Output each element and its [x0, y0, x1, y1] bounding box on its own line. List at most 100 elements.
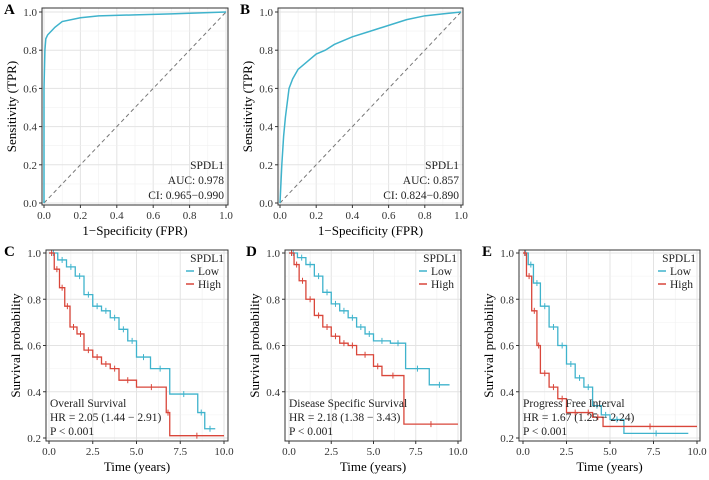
panel-label: A	[4, 2, 15, 18]
x-tick-label: 0.6	[146, 210, 160, 222]
legend-label-high: High	[431, 279, 454, 291]
panel-label: B	[240, 2, 250, 18]
y-tick-label: 0.4	[23, 122, 37, 134]
x-axis-label: Time (years)	[576, 459, 642, 474]
x-tick-label: 0.2	[74, 210, 88, 222]
y-tick-label: 0.4	[266, 387, 280, 399]
roc-curve	[279, 11, 462, 204]
x-tick-label: 7.5	[173, 446, 187, 458]
y-tick-label: 0.6	[27, 341, 41, 353]
plot-border	[45, 249, 229, 442]
x-axis-label: 1−Specificity (FPR)	[82, 223, 187, 238]
x-tick-label: 5.0	[130, 446, 144, 458]
roc-curve	[43, 11, 227, 203]
y-tick-label: 0.8	[23, 45, 37, 57]
y-tick-label: 0.4	[259, 122, 273, 134]
x-tick-label: 7.5	[409, 446, 423, 458]
ci-value: CI: 0.824−0.890	[383, 190, 459, 202]
panel-E: 0.0 2.5 5.0 7.5 10.0 0.2 0.4 0.6 0.8 1.0 Time (yea…	[481, 244, 707, 474]
survival-type: Progress Free Interval	[523, 398, 625, 410]
x-tick-label: 2.5	[324, 446, 338, 458]
survival-type: Disease Specific Survival	[289, 398, 407, 410]
y-axis-label: Survival probability	[247, 293, 262, 398]
survival-type: Overall Survival	[50, 398, 126, 410]
y-tick-label: 0.6	[259, 83, 273, 95]
panel-label: C	[4, 244, 15, 260]
y-tick-label: 0.8	[500, 294, 514, 306]
x-tick-label: 10.0	[214, 446, 234, 458]
panel-A: 0.0 0.2 0.4 0.6 0.8 1.0 0.0 0.2 0.4 0.6 0.8 1.0 1−Sp…	[4, 2, 233, 238]
x-tick-label: 0.0	[273, 210, 287, 222]
y-tick-label: 1.0	[500, 248, 514, 260]
panel-label: E	[482, 244, 492, 260]
hazard-ratio: HR = 2.05 (1.44 − 2.91)	[50, 412, 162, 424]
plot-border	[277, 7, 464, 206]
p-value: P < 0.001	[523, 426, 567, 438]
y-tick-label: 1.0	[27, 248, 41, 260]
y-tick-label: 0.6	[266, 341, 280, 353]
plot-border	[41, 7, 229, 206]
legend-label-low: Low	[198, 266, 220, 278]
x-tick-label: 0.6	[382, 210, 396, 222]
p-value: P < 0.001	[289, 426, 333, 438]
y-tick-label: 0.6	[23, 83, 37, 95]
y-tick-label: 0.2	[259, 160, 273, 172]
x-tick-label: 1.0	[454, 210, 468, 222]
diagonal-reference-line	[279, 11, 462, 204]
legend-label-high: High	[670, 279, 693, 291]
legend-label-low: Low	[431, 266, 453, 278]
x-axis-label: Time (years)	[340, 459, 406, 474]
x-tick-label: 0.0	[516, 446, 530, 458]
panel-C: 0.0 2.5 5.0 7.5 10.0 0.2 0.4 0.6 0.8 1.0 Time (yea…	[4, 244, 234, 474]
hazard-ratio: HR = 1.67 (1.25 − 2.24)	[523, 412, 635, 424]
x-tick-label: 0.0	[42, 446, 56, 458]
x-tick-label: 2.5	[560, 446, 574, 458]
y-tick-label: 0.0	[23, 198, 37, 210]
x-tick-label: 0.8	[418, 210, 432, 222]
panel-D: 0.0 2.5 5.0 7.5 10.0 0.4 0.6 0.8 1.0 Time (years)…	[246, 244, 468, 474]
panel-B: 0.0 0.2 0.4 0.6 0.8 1.0 0.0 0.2 0.4 0.6 0.8 1.0 1−Sp…	[240, 2, 468, 238]
y-tick-label: 1.0	[23, 7, 37, 19]
y-tick-label: 0.0	[259, 198, 273, 210]
km-curve-high	[523, 252, 697, 428]
ci-value: CI: 0.965−0.990	[148, 190, 224, 202]
x-axis-label: 1−Specificity (FPR)	[318, 223, 423, 238]
p-value: P < 0.001	[50, 426, 94, 438]
plot-border	[518, 249, 701, 442]
y-axis-label: Survival probability	[481, 293, 496, 398]
y-axis-label: Sensitivity (TPR)	[4, 61, 19, 152]
x-tick-label: 0.4	[346, 210, 360, 222]
y-tick-label: 0.4	[500, 387, 514, 399]
x-tick-label: 10.0	[687, 446, 707, 458]
y-axis-label: Sensitivity (TPR)	[240, 61, 255, 152]
x-tick-label: 0.8	[183, 210, 197, 222]
legend-label-low: Low	[670, 266, 692, 278]
y-tick-label: 0.2	[27, 433, 41, 445]
marker-name: SPDL1	[425, 160, 459, 172]
y-tick-label: 1.0	[259, 7, 273, 19]
x-tick-label: 0.4	[110, 210, 124, 222]
plot-border	[284, 249, 462, 442]
y-tick-label: 0.4	[27, 387, 41, 399]
y-tick-label: 0.8	[266, 294, 280, 306]
y-tick-label: 0.6	[500, 341, 514, 353]
x-tick-label: 1.0	[219, 210, 233, 222]
x-tick-label: 5.0	[367, 446, 381, 458]
legend-title: SPDL1	[190, 253, 224, 265]
legend-label-high: High	[198, 279, 221, 291]
x-tick-label: 7.5	[647, 446, 661, 458]
legend-title: SPDL1	[423, 253, 457, 265]
panel-label: D	[246, 244, 257, 260]
x-axis-label: Time (years)	[104, 459, 170, 474]
x-tick-label: 10.0	[448, 446, 468, 458]
y-axis-label: Survival probability	[8, 293, 23, 398]
x-tick-label: 2.5	[86, 446, 100, 458]
hazard-ratio: HR = 2.18 (1.38 − 3.43)	[289, 412, 401, 424]
x-tick-label: 0.0	[282, 446, 296, 458]
y-tick-label: 1.0	[266, 248, 280, 260]
auc-value: AUC: 0.857	[403, 175, 459, 187]
y-tick-label: 0.2	[23, 160, 37, 172]
x-tick-label: 5.0	[603, 446, 617, 458]
y-tick-label: 0.8	[259, 45, 273, 57]
